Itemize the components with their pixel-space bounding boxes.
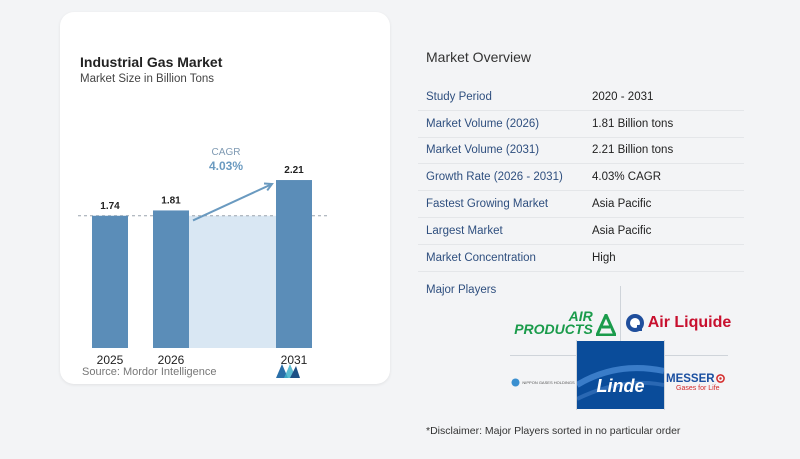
source-note: Source: Mordor Intelligence: [82, 366, 217, 378]
chart-subtitle: Market Size in Billion Tons: [80, 73, 215, 85]
overview-row-value: 4.03% CAGR: [592, 171, 662, 184]
category-label: 2025: [97, 353, 124, 367]
overview-row-label: Study Period: [426, 90, 492, 103]
air-liquide-wordmark: Air Liquide: [647, 314, 732, 331]
chart-title: Industrial Gas Market: [80, 54, 223, 70]
messer-tagline: Gases for Life: [676, 384, 720, 392]
overview-row-label: Market Concentration: [426, 251, 536, 264]
overview-row: Market Concentration High: [418, 245, 744, 272]
overview-row: Growth Rate (2026 - 2031) 4.03% CAGR: [418, 164, 744, 192]
overview-row-label: Market Volume (2031): [426, 144, 540, 157]
air-products-mark-icon: [595, 314, 616, 337]
overview-row-value: 2020 - 2031: [592, 90, 654, 103]
bar: [153, 210, 189, 348]
bar: [276, 180, 312, 348]
air-liquide-mark-icon: [625, 314, 644, 332]
overview-title: Market Overview: [426, 49, 532, 65]
nippon-gases-mark-icon: [511, 378, 520, 386]
cagr-arrow: [192, 183, 273, 222]
overview-row-value: 1.81 Billion tons: [592, 117, 674, 130]
linde-swoosh-icon: [577, 365, 664, 401]
highlight-band: [189, 215, 276, 348]
chart-card: Industrial Gas Market Market Size in Bil…: [60, 12, 390, 384]
category-label: 2026: [158, 353, 185, 367]
overview-row-label: Market Volume (2026): [426, 117, 540, 130]
cagr-arrowhead: [263, 182, 274, 192]
messer-logo: MESSER Gases for Life: [666, 366, 732, 398]
market-overview-panel: Market Overview Study Period 2020 - 2031 …: [418, 0, 800, 459]
overview-row-value: Asia Pacific: [592, 198, 652, 211]
overview-row: Market Volume (2026) 1.81 Billion tons: [418, 111, 744, 138]
divider: [620, 286, 621, 356]
overview-row-label: Fastest Growing Market: [426, 198, 549, 211]
nippon-gases-wordmark: NIPPON GASES HOLDINGS: [522, 379, 575, 385]
overview-row: Fastest Growing Market Asia Pacific: [418, 191, 744, 218]
linde-wordmark: Linde: [596, 375, 645, 396]
mordor-intelligence-logo: [276, 364, 300, 383]
overview-row-label: Growth Rate (2026 - 2031): [426, 171, 563, 184]
messer-wordmark: MESSER: [666, 372, 715, 385]
divider: [664, 340, 665, 410]
bar-value-label: 2.21: [284, 165, 304, 176]
overview-row: Market Volume (2031) 2.21 Billion tons: [418, 138, 744, 165]
major-players-title: Major Players: [426, 284, 497, 296]
overview-table: Study Period 2020 - 2031 Market Volume (2…: [418, 84, 744, 272]
bar-value-label: 1.81: [161, 195, 181, 206]
messer-mark-icon: [715, 374, 725, 383]
overview-row: Largest Market Asia Pacific: [418, 218, 744, 245]
air-products-line1: AIR: [568, 307, 593, 324]
air-products-line2: PRODUCTS: [514, 321, 593, 337]
cagr-value: 4.03%: [209, 159, 243, 173]
bar-value-label: 1.74: [100, 201, 120, 212]
air-products-logo: AIR PRODUCTS: [510, 306, 620, 340]
divider: [576, 340, 577, 410]
overview-row: Study Period 2020 - 2031: [418, 84, 744, 111]
overview-row-value: High: [592, 251, 616, 264]
bar: [92, 215, 128, 348]
cagr-label: CAGR: [212, 147, 241, 158]
overview-row-value: 2.21 Billion tons: [592, 144, 674, 157]
overview-row-label: Largest Market: [426, 224, 503, 237]
disclaimer: *Disclaimer: Major Players sorted in no …: [426, 425, 681, 437]
linde-logo: Linde: [577, 341, 664, 409]
overview-row-value: Asia Pacific: [592, 224, 652, 237]
nippon-gases-logo: NIPPON GASES HOLDINGS: [510, 370, 576, 394]
category-label: 2031: [281, 353, 308, 367]
air-liquide-logo: Air Liquide: [624, 306, 732, 340]
